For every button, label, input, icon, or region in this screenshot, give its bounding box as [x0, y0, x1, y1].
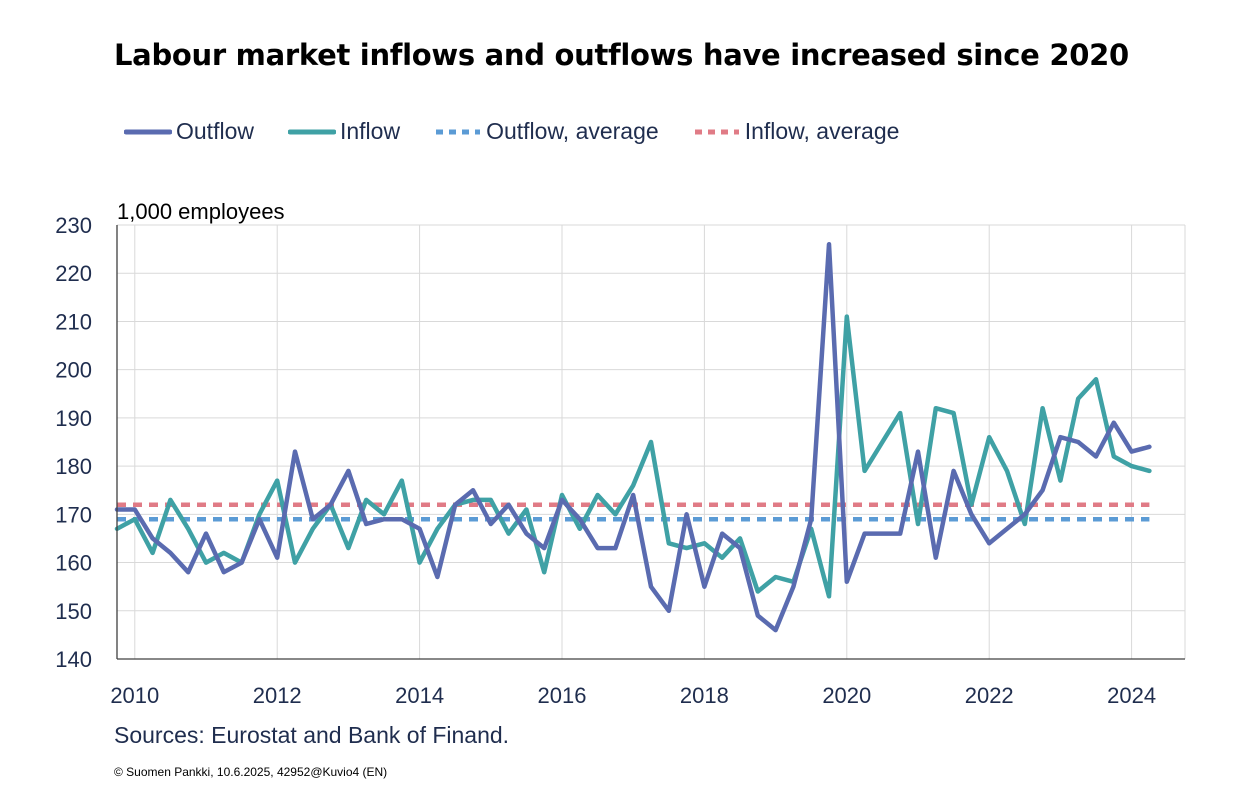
y-tick-label: 200 [55, 358, 92, 383]
x-tick-label: 2014 [395, 683, 444, 708]
y-tick-label: 230 [55, 213, 92, 238]
y-tick-label: 190 [55, 406, 92, 431]
legend-swatch-outflow [124, 129, 172, 134]
y-axis-unit-label: 1,000 employees [117, 199, 285, 224]
sources-note: Sources: Eurostat and Bank of Finand. [114, 722, 510, 748]
legend-item-outflow-average: Outflow, average [434, 118, 659, 145]
series-line-outflow [114, 242, 1152, 633]
y-tick-label: 150 [55, 599, 92, 624]
y-tick-label: 170 [55, 502, 92, 527]
x-tick-label: 2024 [1107, 683, 1156, 708]
legend: Outflow Inflow Outflow, average Inflow, … [124, 118, 933, 145]
legend-swatch-inflow [287, 129, 336, 134]
legend-label-inflow: Inflow [339, 118, 401, 144]
legend-item-inflow: Inflow [287, 118, 401, 145]
y-tick-label: 160 [55, 551, 92, 576]
x-tick-label: 2010 [110, 683, 159, 708]
y-tick-label: 180 [55, 454, 92, 479]
legend-label-outflow-average: Outflow, average [486, 118, 659, 144]
chart-title: Labour market inflows and outflows have … [114, 38, 1129, 72]
legend-item-outflow: Outflow [124, 118, 254, 145]
legend-label-inflow-average: Inflow, average [744, 118, 900, 144]
legend-item-inflow-average: Inflow, average [693, 118, 900, 145]
x-tick-label: 2020 [822, 683, 871, 708]
series-layer [114, 242, 1152, 633]
x-tick-label: 2016 [538, 683, 587, 708]
copyright-note: © Suomen Pankki, 10.6.2025, 42952@Kuvio4… [114, 765, 388, 779]
legend-label-outflow: Outflow [176, 118, 254, 144]
x-tick-label: 2012 [253, 683, 302, 708]
axes: 140 150 160 170 180 190 200 210 220 230 2010 2012 20… [55, 213, 1185, 708]
y-tick-label: 220 [55, 261, 92, 286]
y-tick-label: 210 [55, 309, 92, 334]
x-tick-label: 2022 [965, 683, 1014, 708]
series-line-inflow [114, 314, 1152, 599]
y-tick-label: 140 [55, 647, 92, 672]
x-tick-label: 2018 [680, 683, 729, 708]
